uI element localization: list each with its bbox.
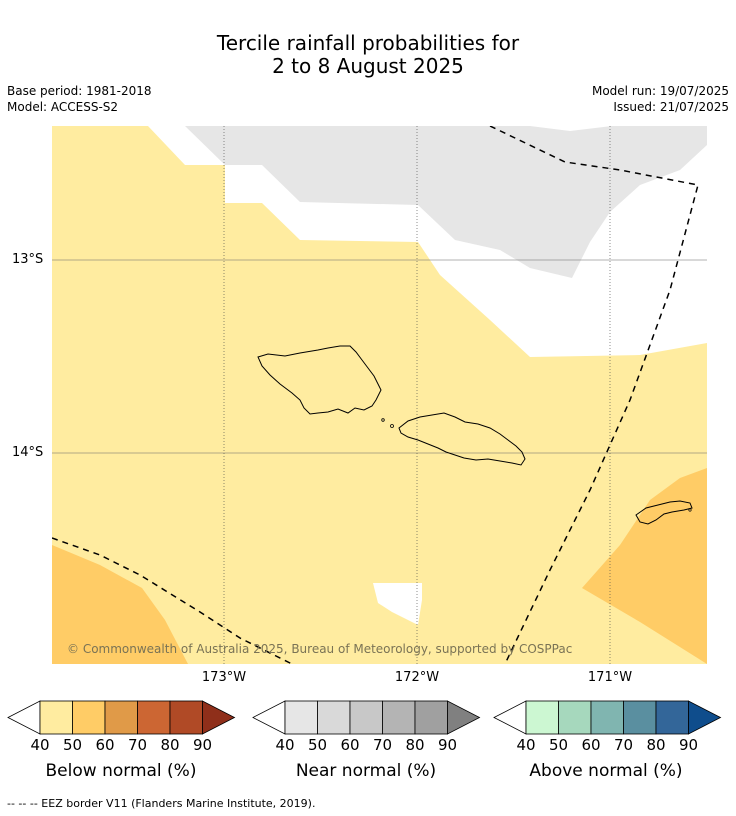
eez-border-east (489, 126, 699, 664)
colorbar-swatch (655, 700, 689, 735)
colorbar-tick-label: 80 (160, 736, 180, 754)
map-title-line1: Tercile rainfall probabilities for (216, 31, 520, 55)
colorbar-swatch (382, 700, 416, 735)
eez-border-southwest (52, 537, 293, 664)
savaii-island-outline (257, 345, 382, 415)
colorbar-lower-extend (7, 700, 41, 735)
colorbar-lower-extend (493, 700, 527, 735)
near-normal-40-50-region (185, 126, 707, 278)
apolima-islet (381, 418, 385, 422)
below-normal-50-60-region-se (582, 468, 707, 664)
colorbar-tick-label: 70 (613, 736, 634, 754)
lon-label-172w: 172°W (394, 670, 440, 685)
colorbar-upper-extend (447, 700, 481, 735)
tutuila-island-outline (635, 500, 693, 525)
colorbar-swatch (590, 700, 624, 735)
base-period: Base period: 1981-2018 (7, 84, 152, 98)
below-normal-50-60-region-sw (52, 545, 188, 664)
lat-label-14s: 14°S (12, 445, 44, 460)
aunuu-islet (688, 508, 692, 512)
colorbar-upper-extend (688, 700, 722, 735)
colorbar-near-normal (252, 700, 481, 735)
colorbar-swatch (72, 700, 106, 735)
map-title-line2: 2 to 8 August 2025 (272, 54, 464, 78)
colorbar-swatch (317, 700, 351, 735)
colorbar-swatch (39, 700, 73, 735)
no-dominant-patch (373, 583, 422, 625)
colorbar-upper-extend (202, 700, 236, 735)
model-name: Model: ACCESS-S2 (7, 100, 119, 114)
colorbar-tick-label: 90 (192, 736, 213, 754)
colorbar-swatch (623, 700, 657, 735)
lat-label-13s: 13°S (12, 252, 44, 267)
upolu-island-outline (398, 412, 526, 466)
colorbar-swatch (104, 700, 138, 735)
colorbar-tick-label: 40 (30, 736, 50, 754)
colorbar-swatch (169, 700, 203, 735)
eez-legend-footer: -- -- -- EEZ border V11 (Flanders Marine… (7, 797, 316, 810)
colorbar-tick-label: 60 (340, 736, 360, 754)
issued-date: Issued: 21/07/2025 (613, 100, 729, 114)
model-run: Model run: 19/07/2025 (591, 84, 729, 98)
colorbar-tick-label: 70 (372, 736, 393, 754)
lon-label-173w: 173°W (201, 670, 247, 685)
colorbar-tick-label: 60 (95, 736, 115, 754)
lon-label-171w: 171°W (587, 670, 633, 685)
colorbar-tick-label: 40 (275, 736, 295, 754)
colorbar-title-near: Near normal (%) (295, 761, 437, 781)
colorbar-swatch (525, 700, 559, 735)
copyright-notice: © Commonwealth of Australia 2025, Bureau… (67, 642, 573, 656)
colorbar-tick-label: 90 (437, 736, 458, 754)
colorbar-swatch (558, 700, 592, 735)
colorbar-below-normal (7, 700, 236, 735)
colorbar-lower-extend (252, 700, 286, 735)
colorbar-tick-label: 80 (646, 736, 666, 754)
colorbar-swatch (349, 700, 383, 735)
colorbar-tick-label: 50 (62, 736, 83, 754)
colorbar-tick-label: 50 (548, 736, 569, 754)
colorbar-title-above: Above normal (%) (529, 761, 683, 781)
colorbar-tick-label: 80 (405, 736, 425, 754)
colorbar-swatch (284, 700, 318, 735)
colorbar-tick-label: 90 (678, 736, 699, 754)
colorbar-tick-label: 60 (581, 736, 601, 754)
manono-islet (390, 424, 394, 428)
colorbar-above-normal (493, 700, 722, 735)
colorbar-tick-label: 70 (127, 736, 148, 754)
colorbar-swatch (414, 700, 448, 735)
colorbar-tick-label: 40 (516, 736, 536, 754)
colorbar-title-below: Below normal (%) (45, 761, 197, 781)
colorbar-swatch (137, 700, 171, 735)
colorbar-tick-label: 50 (307, 736, 328, 754)
